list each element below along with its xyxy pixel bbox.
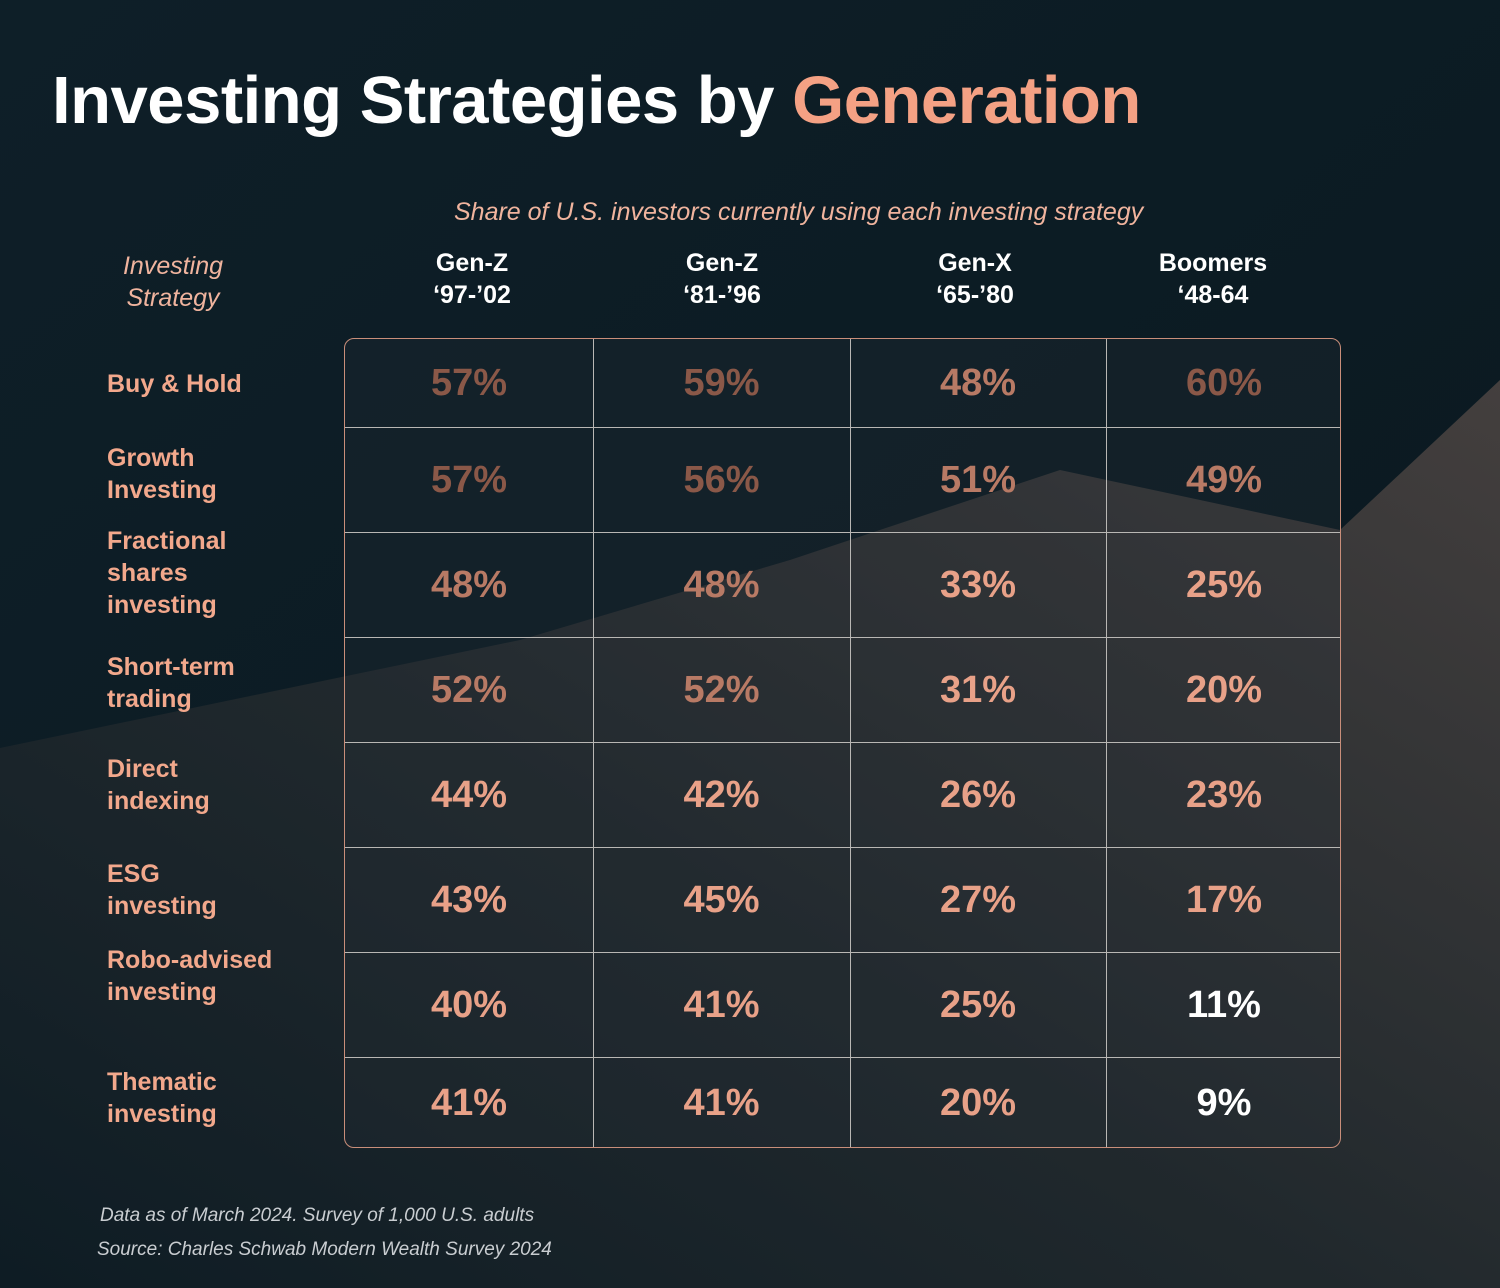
table-cell: 45% — [683, 878, 760, 921]
column-header: Gen-X ‘65-’80 — [875, 247, 1075, 311]
table-row-divider — [345, 847, 1340, 848]
table-cell: 43% — [430, 878, 508, 921]
column-header: Boomers ‘48-64 — [1113, 247, 1313, 311]
title-main: Investing Strategies by — [52, 63, 793, 138]
table-cell: 48% — [430, 563, 508, 606]
table-cell: 25% — [1185, 563, 1263, 606]
table-cell: 31% — [939, 668, 1017, 711]
column-header-name: Boomers — [1158, 249, 1268, 277]
column-header-years: ‘81-’96 — [683, 281, 761, 309]
strategy-label: Direct indexing — [107, 755, 210, 815]
strategy-label: ESG investing — [107, 860, 217, 920]
table-row-divider — [345, 952, 1340, 953]
table-cell: 17% — [1185, 878, 1263, 921]
strategy-label: Growth Investing — [107, 444, 217, 504]
table-cell: 11% — [1187, 983, 1261, 1026]
column-header-years: ‘97-’02 — [433, 281, 511, 309]
table-cell: 48% — [683, 563, 760, 606]
strategy-label: Buy & Hold — [107, 370, 242, 398]
table-cell: 52% — [430, 668, 508, 711]
table-cell: 9% — [1196, 1082, 1252, 1124]
data-table: 57% 59% 48% 60% 57% 56% 51% 49% 48% 48% 33% 25% 52% 5… — [344, 338, 1341, 1148]
table-cell: 23% — [1185, 773, 1263, 816]
table-column-divider — [593, 339, 594, 1147]
table-row-divider — [345, 1057, 1340, 1058]
footer-note: Data as of March 2024. Survey of 1,000 U… — [100, 1205, 535, 1226]
table-column-divider — [1106, 339, 1107, 1147]
column-header-name: Gen-Z — [685, 249, 759, 277]
table-cell: 49% — [1185, 458, 1263, 501]
table-cell: 52% — [683, 668, 760, 711]
column-header-name: Gen-Z — [435, 249, 509, 277]
title-accent: Generation — [792, 63, 1141, 138]
column-header: Gen-Z ‘81-’96 — [622, 247, 822, 311]
table-cell: 44% — [430, 773, 508, 816]
table-cell: 33% — [939, 563, 1017, 606]
column-header-name: Gen-X — [938, 249, 1012, 277]
column-header: Gen-Z ‘97-’02 — [372, 247, 572, 311]
table-cell: 48% — [939, 362, 1017, 404]
chart-subtitle: Share of U.S. investors currently using … — [454, 198, 1144, 226]
table-cell: 41% — [683, 1082, 760, 1124]
table-cell: 41% — [683, 983, 760, 1026]
table-cell: 57% — [430, 362, 508, 404]
column-header-years: ‘48-64 — [1177, 281, 1249, 309]
table-row-divider — [345, 637, 1340, 638]
table-cell: 41% — [430, 1082, 508, 1124]
table-column-divider — [850, 339, 851, 1147]
table-row-divider — [345, 532, 1340, 533]
table-cell: 27% — [939, 878, 1017, 921]
table-cell: 59% — [683, 362, 760, 404]
strategy-label: Short-term trading — [107, 653, 235, 713]
page-title: Investing Strategies by Generation — [52, 62, 1141, 139]
column-header-years: ‘65-’80 — [936, 281, 1014, 309]
table-cell: 20% — [1185, 668, 1263, 711]
table-cell: 57% — [430, 458, 508, 501]
table-cell: 26% — [939, 773, 1017, 816]
strategy-label: Robo-advised investing — [107, 946, 273, 1006]
table-cell: 51% — [939, 458, 1017, 501]
table-cell: 20% — [939, 1082, 1017, 1124]
row-header-label: Investing Strategy — [122, 252, 224, 312]
table-cell: 40% — [430, 983, 508, 1026]
footer-source: Source: Charles Schwab Modern Wealth Sur… — [97, 1239, 552, 1260]
table-cell: 25% — [939, 983, 1017, 1026]
strategy-label: Fractional shares investing — [107, 527, 227, 619]
table-cell: 60% — [1185, 362, 1263, 404]
table-cell: 56% — [683, 458, 760, 501]
table-cell: 42% — [683, 773, 760, 816]
strategy-label: Thematic investing — [107, 1068, 217, 1128]
table-row-divider — [345, 742, 1340, 743]
table-row-divider — [345, 427, 1340, 428]
